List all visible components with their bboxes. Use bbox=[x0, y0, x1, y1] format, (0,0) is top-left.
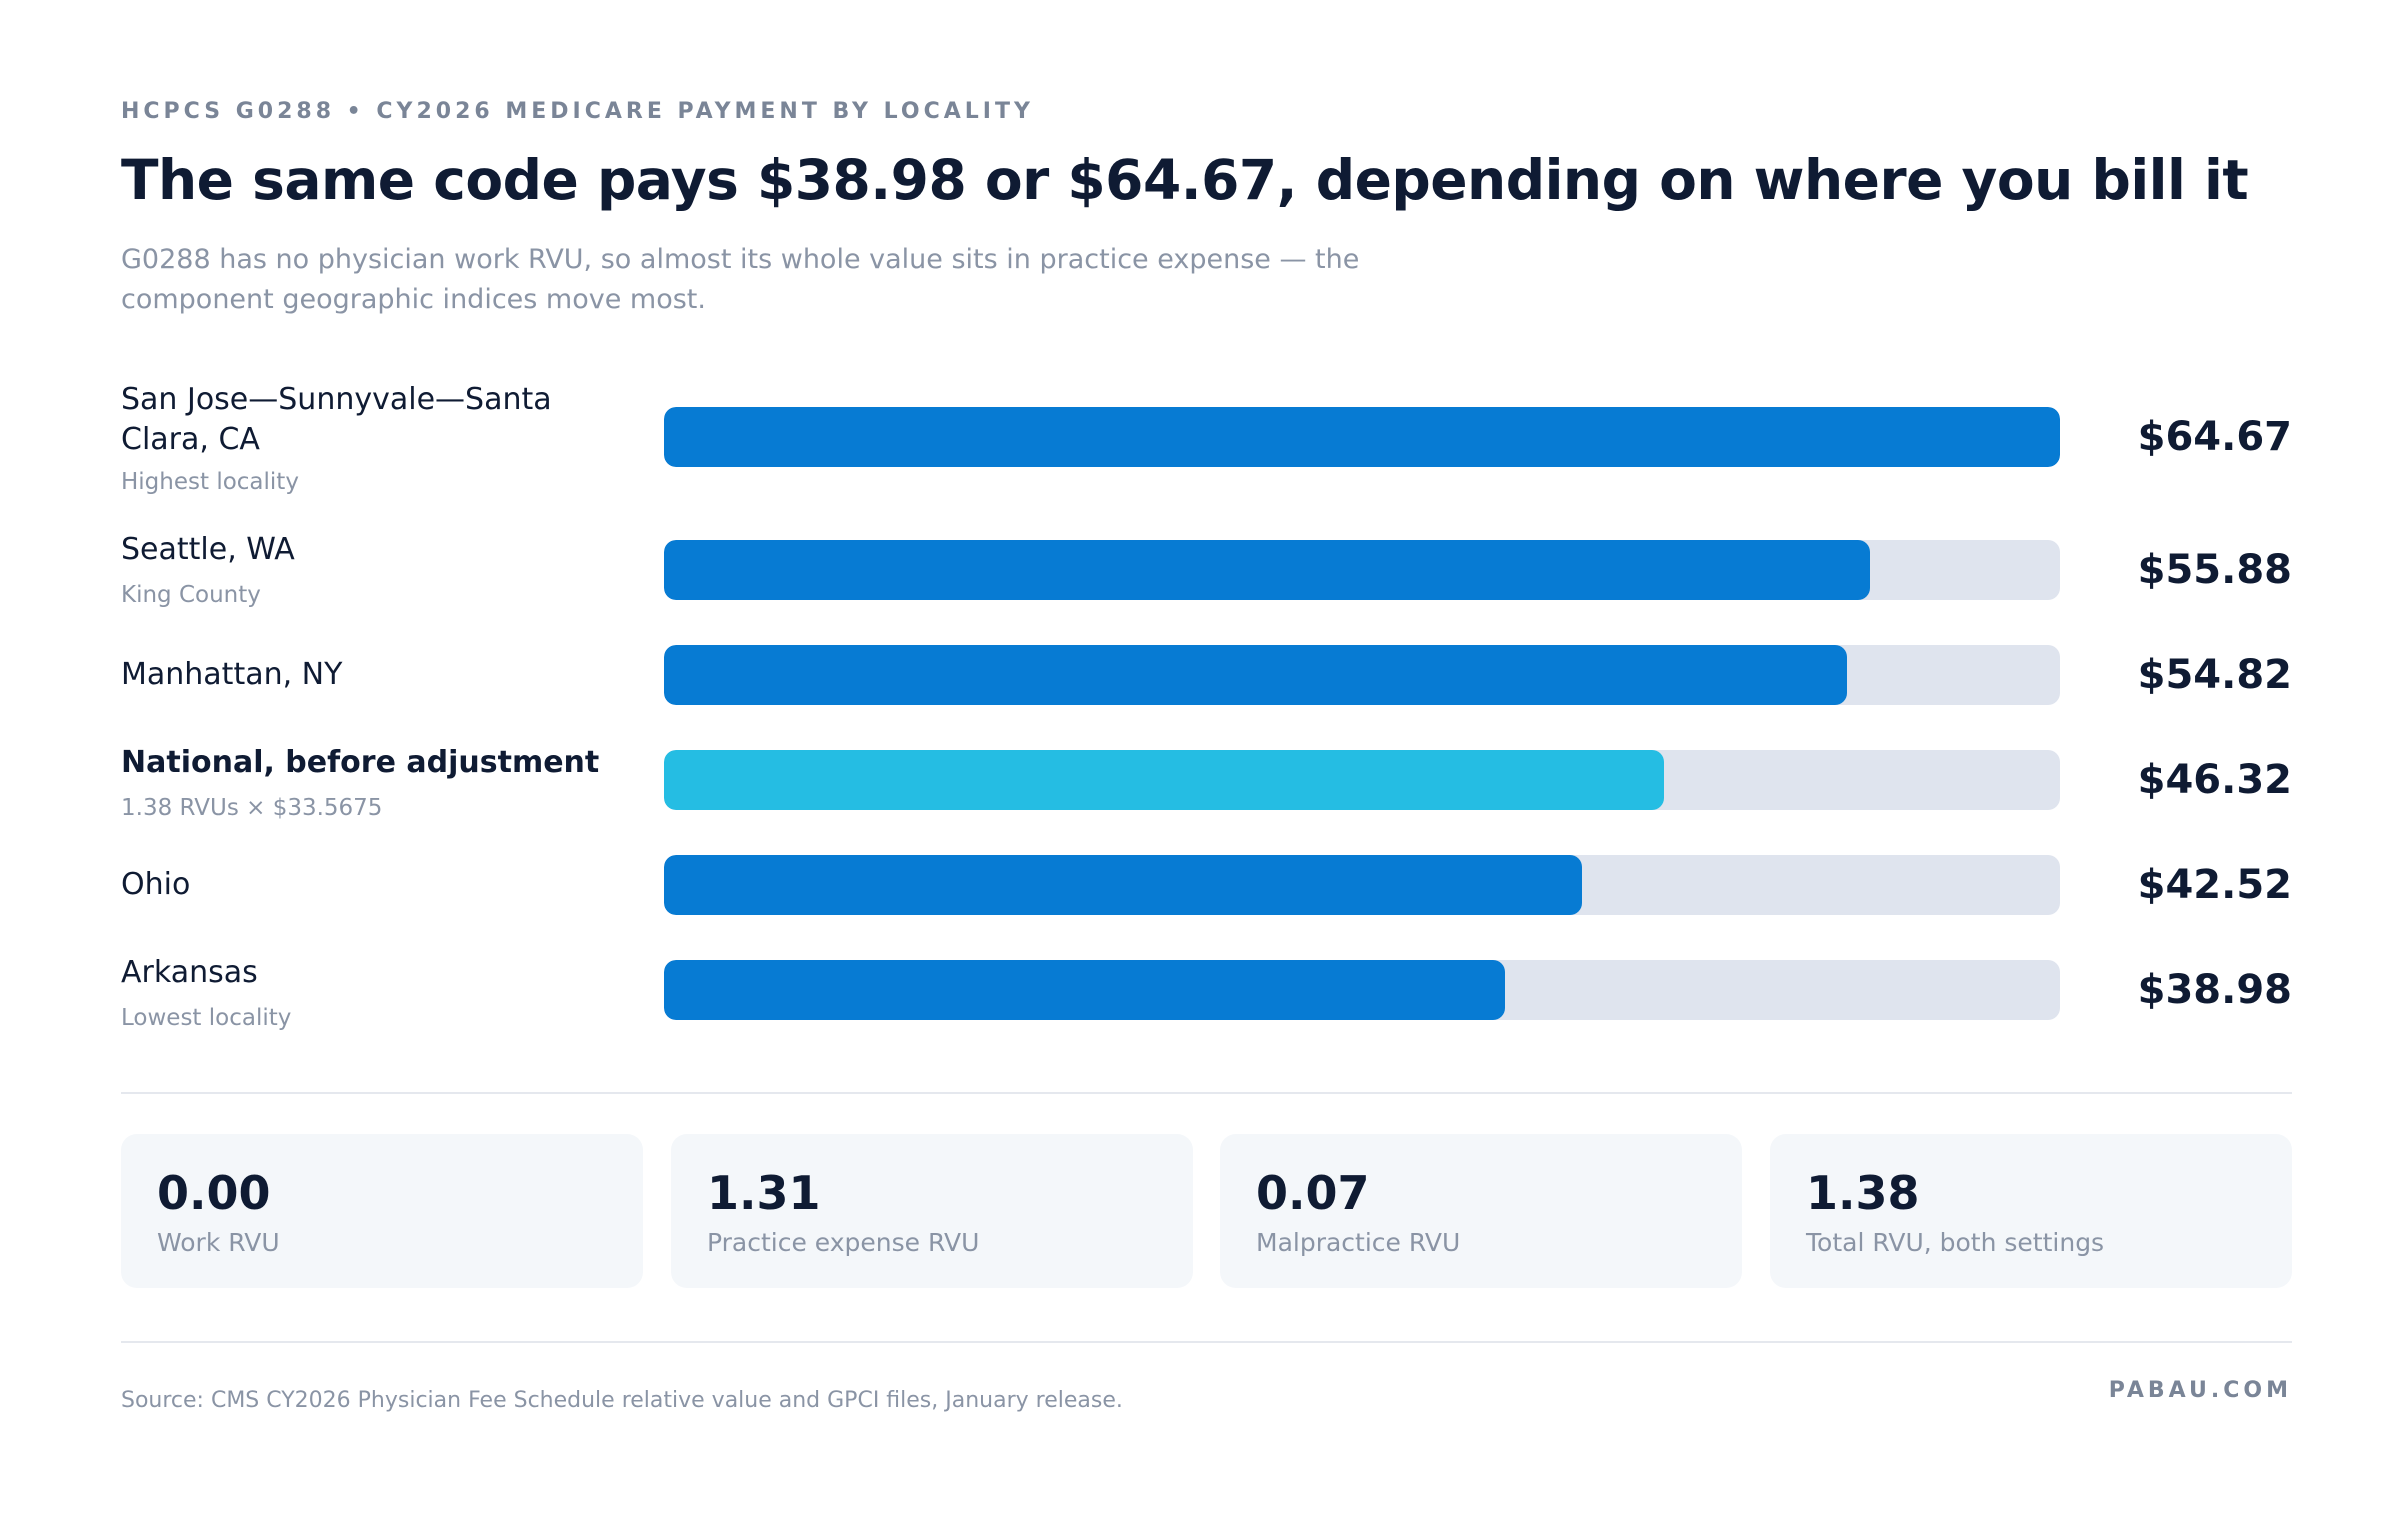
value-label: $64.67 bbox=[2137, 414, 2292, 460]
stat-label: Work RVU bbox=[157, 1228, 280, 1257]
bar bbox=[664, 540, 1870, 600]
bar-chart: San Jose—Sunnyvale—Santa Clara, CA Highes… bbox=[121, 382, 2292, 1031]
bar-track bbox=[664, 407, 2060, 467]
bar-track bbox=[664, 645, 2060, 705]
stat-value: 1.38 bbox=[1806, 1166, 1920, 1220]
bar-track bbox=[664, 750, 2060, 810]
stat-value: 0.00 bbox=[157, 1166, 271, 1220]
stat-label: Practice expense RVU bbox=[707, 1228, 980, 1257]
value-label: $54.82 bbox=[2137, 652, 2292, 698]
category-sublabel: Highest locality bbox=[121, 469, 299, 495]
bar bbox=[664, 855, 1582, 915]
category-sublabel: 1.38 RVUs × $33.5675 bbox=[121, 795, 383, 821]
category-label: National, before adjustment bbox=[121, 745, 600, 780]
category-sublabel: King County bbox=[121, 582, 261, 608]
category-label: Ohio bbox=[121, 867, 191, 902]
category-label: San Jose—Sunnyvale—Santa Clara, CA bbox=[121, 382, 552, 457]
bar bbox=[664, 645, 1847, 705]
source-note: Source: CMS CY2026 Physician Fee Schedul… bbox=[121, 1388, 1123, 1413]
value-label: $46.32 bbox=[2137, 757, 2292, 803]
bar bbox=[664, 960, 1505, 1020]
brand-mark: PABAU.COM bbox=[2108, 1378, 2292, 1403]
bar-track bbox=[664, 855, 2060, 915]
stat-label: Total RVU, both settings bbox=[1806, 1228, 2105, 1257]
value-label: $42.52 bbox=[2137, 862, 2292, 908]
category-sublabel: Lowest locality bbox=[121, 1005, 292, 1031]
stat-card-practice-expense-rvu: 1.31 Practice expense RVU bbox=[671, 1134, 1193, 1288]
bar-national bbox=[664, 750, 1664, 810]
value-label: $55.88 bbox=[2137, 547, 2292, 593]
stat-value: 1.31 bbox=[707, 1166, 821, 1220]
bar-track bbox=[664, 540, 2060, 600]
value-label: $38.98 bbox=[2137, 967, 2292, 1013]
category-label: Seattle, WA bbox=[121, 532, 295, 567]
category-label: Manhattan, NY bbox=[121, 657, 343, 692]
stat-card-total-rvu: 1.38 Total RVU, both settings bbox=[1770, 1134, 2292, 1288]
category-label: Arkansas bbox=[121, 955, 258, 990]
eyebrow: HCPCS G0288 • CY2026 MEDICARE PAYMENT BY… bbox=[121, 99, 1034, 124]
stat-value: 0.07 bbox=[1256, 1166, 1370, 1220]
bar-track bbox=[664, 960, 2060, 1020]
stat-label: Malpractice RVU bbox=[1256, 1228, 1461, 1257]
chart-title: The same code pays $38.98 or $64.67, dep… bbox=[121, 148, 2249, 212]
chart-subtitle: G0288 has no physician work RVU, so almo… bbox=[121, 244, 1360, 315]
divider-top bbox=[121, 1092, 2292, 1094]
divider-bottom bbox=[121, 1341, 2292, 1343]
bar bbox=[664, 407, 2060, 467]
stat-card-malpractice-rvu: 0.07 Malpractice RVU bbox=[1220, 1134, 1742, 1288]
stat-card-work-rvu: 0.00 Work RVU bbox=[121, 1134, 643, 1288]
